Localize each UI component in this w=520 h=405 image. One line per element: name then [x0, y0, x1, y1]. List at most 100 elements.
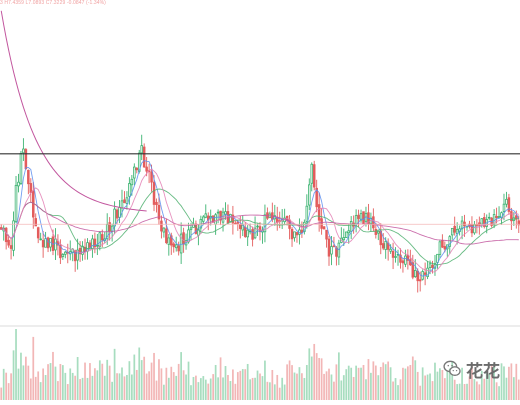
candle-body — [295, 232, 299, 236]
candle-body — [125, 197, 129, 205]
candle-body — [155, 201, 158, 206]
volume-bar — [301, 373, 303, 400]
volume-bar — [227, 375, 229, 400]
volume-bar — [259, 373, 261, 400]
candle-body — [133, 166, 136, 179]
volume-bar — [456, 384, 459, 400]
ma-line-60 — [1, 201, 519, 245]
candle-body — [145, 166, 148, 172]
volume-bar — [330, 374, 333, 400]
candle-body — [384, 240, 387, 250]
volume-bar — [377, 375, 380, 400]
volume-bar — [269, 382, 271, 400]
candle-body — [475, 224, 479, 226]
candle-body — [480, 218, 484, 225]
candle-body — [142, 146, 146, 168]
candle-body — [140, 145, 143, 154]
volume-bar — [303, 377, 306, 400]
volume-bar — [320, 358, 323, 400]
candle-body — [189, 227, 193, 230]
candle-body — [438, 241, 442, 255]
volume-bar — [66, 384, 69, 400]
candle-body — [9, 245, 13, 249]
volume-bar — [453, 379, 456, 400]
volume-bar — [411, 356, 414, 400]
volume-bar — [488, 373, 491, 400]
candle-body — [204, 213, 208, 218]
volume-bar — [298, 367, 301, 400]
volume-bar — [293, 372, 296, 400]
volume-bar — [140, 360, 143, 400]
volume-bar — [59, 363, 62, 400]
volume-bar — [426, 374, 429, 400]
volume-bar — [5, 372, 8, 400]
candle-body — [327, 238, 331, 257]
volume-bar — [98, 360, 101, 400]
candle-body — [59, 244, 62, 259]
volume-bar — [448, 368, 451, 400]
volume-bar — [407, 366, 409, 400]
volume-bar — [296, 373, 298, 400]
volume-bar — [436, 371, 439, 400]
candle-body — [423, 272, 427, 275]
candle-body — [108, 222, 111, 232]
volume-bar — [47, 364, 49, 400]
candle-body — [239, 224, 242, 229]
volume-bar — [234, 383, 237, 400]
volume-bar — [310, 356, 313, 400]
candle-body — [7, 239, 10, 246]
volume-bar — [254, 377, 256, 400]
candle-body — [507, 197, 511, 212]
candle-body — [308, 184, 311, 206]
volume-bar — [244, 369, 247, 400]
candle-body — [495, 215, 498, 219]
candle-body — [61, 254, 65, 257]
volume-bar — [20, 352, 22, 400]
volume-bar — [480, 370, 483, 400]
volume-bar — [308, 348, 311, 400]
volume-bar — [389, 367, 392, 400]
candle-body — [325, 229, 328, 240]
candle-body — [354, 215, 358, 225]
volume-bar — [241, 369, 244, 400]
volume-bar — [264, 360, 266, 400]
candle-body — [426, 267, 429, 278]
volume-bar — [212, 374, 215, 400]
volume-bar — [342, 375, 345, 400]
volume-bar — [195, 375, 197, 400]
volume-bar — [367, 359, 370, 400]
candle-body — [413, 270, 417, 277]
candle-body — [377, 230, 380, 234]
volume-bar — [416, 371, 419, 400]
candle-body — [27, 169, 30, 185]
candle-body — [14, 184, 18, 223]
candle-body — [487, 216, 491, 219]
candle-body — [418, 279, 422, 282]
volume-bar — [372, 361, 375, 400]
candle-body — [330, 246, 333, 255]
volume-bar — [397, 385, 399, 400]
candle-body — [381, 243, 385, 249]
candle-body — [101, 234, 104, 241]
volume-bar — [485, 372, 488, 400]
volume-bar — [443, 378, 446, 400]
volume-bar — [271, 369, 274, 400]
volume-bar — [94, 368, 96, 400]
candle-body — [64, 251, 67, 255]
volume-bar — [71, 372, 74, 400]
volume-bar — [113, 348, 116, 400]
volume-bar — [441, 370, 444, 400]
candle-body — [505, 198, 508, 205]
candle-body — [473, 224, 476, 234]
candle-body — [497, 216, 501, 219]
volume-bar — [387, 361, 390, 400]
candle-body — [172, 243, 176, 248]
volume-bar — [155, 380, 158, 400]
candle-body — [342, 237, 346, 241]
candle-body — [88, 242, 92, 248]
candle-body — [322, 226, 326, 230]
candle-body — [310, 163, 314, 184]
candle-body — [41, 240, 45, 248]
volume-bar — [158, 359, 160, 400]
volume-bar — [347, 365, 350, 400]
